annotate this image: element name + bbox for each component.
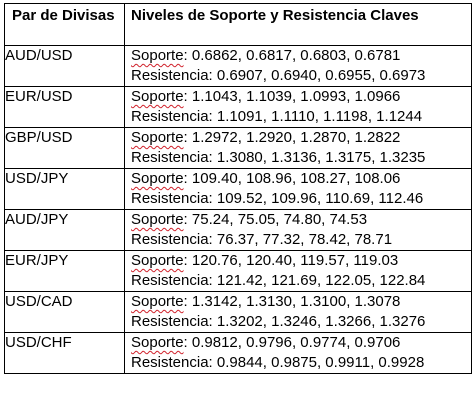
support-values: : 1.3142, 1.3130, 1.3100, 1.3078 bbox=[183, 293, 401, 310]
resistance-values: : 1.3080, 1.3136, 1.3175, 1.3235 bbox=[208, 149, 426, 166]
levels-cell: Soporte: 1.3142, 1.3130, 1.3100, 1.3078 … bbox=[124, 291, 472, 333]
resistance-line: Resistencia: 109.52, 109.96, 110.69, 112… bbox=[125, 189, 471, 209]
support-label: Soporte bbox=[131, 211, 184, 228]
support-label: Soporte bbox=[131, 334, 184, 351]
table-row: USD/CHF Soporte: 0.9812, 0.9796, 0.9774,… bbox=[4, 332, 472, 374]
support-label: Soporte bbox=[131, 293, 184, 310]
pair-cell: AUD/USD bbox=[4, 45, 125, 87]
resistance-label: Resistencia bbox=[131, 231, 209, 248]
resistance-line: Resistencia: 1.3080, 1.3136, 1.3175, 1.3… bbox=[125, 148, 471, 168]
support-line: Soporte: 1.3142, 1.3130, 1.3100, 1.3078 bbox=[125, 292, 471, 312]
support-label: Soporte bbox=[131, 88, 184, 105]
table-row: AUD/USD Soporte: 0.6862, 0.6817, 0.6803,… bbox=[4, 45, 472, 87]
resistance-label: Resistencia bbox=[131, 190, 209, 207]
table-header-row: Par de Divisas Niveles de Soporte y Resi… bbox=[4, 3, 472, 46]
resistance-line: Resistencia: 76.37, 77.32, 78.42, 78.71 bbox=[125, 230, 471, 250]
pair-cell: USD/CHF bbox=[4, 332, 125, 374]
levels-cell: Soporte: 1.2972, 1.2920, 1.2870, 1.2822 … bbox=[124, 127, 472, 169]
resistance-values: : 109.52, 109.96, 110.69, 112.46 bbox=[208, 190, 424, 207]
resistance-label: Resistencia bbox=[131, 354, 209, 371]
pair-cell: EUR/USD bbox=[4, 86, 125, 128]
column-header-levels-label: Niveles de Soporte y Resistencia Claves bbox=[131, 7, 419, 24]
support-line: Soporte: 120.76, 120.40, 119.57, 119.03 bbox=[125, 251, 471, 271]
pair-cell: EUR/JPY bbox=[4, 250, 125, 292]
resistance-line: Resistencia: 0.9844, 0.9875, 0.9911, 0.9… bbox=[125, 353, 471, 373]
pair-cell: USD/CAD bbox=[4, 291, 125, 333]
table-row: USD/JPY Soporte: 109.40, 108.96, 108.27,… bbox=[4, 168, 472, 210]
resistance-line: Resistencia: 1.3202, 1.3246, 1.3266, 1.3… bbox=[125, 312, 471, 332]
resistance-line: Resistencia: 1.1091, 1.1110, 1.1198, 1.1… bbox=[125, 107, 471, 127]
support-line: Soporte: 75.24, 75.05, 74.80, 74.53 bbox=[125, 210, 471, 230]
support-line: Soporte: 1.2972, 1.2920, 1.2870, 1.2822 bbox=[125, 128, 471, 148]
resistance-values: : 1.1091, 1.1110, 1.1198, 1.1244 bbox=[208, 108, 423, 125]
resistance-values: : 1.3202, 1.3246, 1.3266, 1.3276 bbox=[208, 313, 426, 330]
support-label: Soporte bbox=[131, 170, 184, 187]
table-row: USD/CAD Soporte: 1.3142, 1.3130, 1.3100,… bbox=[4, 291, 472, 333]
column-header-levels: Niveles de Soporte y Resistencia Claves bbox=[124, 3, 472, 46]
levels-cell: Soporte: 120.76, 120.40, 119.57, 119.03 … bbox=[124, 250, 472, 292]
support-line: Soporte: 1.1043, 1.1039, 1.0993, 1.0966 bbox=[125, 87, 471, 107]
resistance-values: : 76.37, 77.32, 78.42, 78.71 bbox=[208, 231, 393, 248]
resistance-label: Resistencia bbox=[131, 313, 209, 330]
levels-cell: Soporte: 0.6862, 0.6817, 0.6803, 0.6781 … bbox=[124, 45, 472, 87]
resistance-label: Resistencia bbox=[131, 108, 209, 125]
support-line: Soporte: 0.9812, 0.9796, 0.9774, 0.9706 bbox=[125, 333, 471, 353]
resistance-line: Resistencia: 121.42, 121.69, 122.05, 122… bbox=[125, 271, 471, 291]
support-values: : 0.9812, 0.9796, 0.9774, 0.9706 bbox=[183, 334, 401, 351]
pair-cell: AUD/JPY bbox=[4, 209, 125, 251]
resistance-values: : 0.9844, 0.9875, 0.9911, 0.9928 bbox=[208, 354, 425, 371]
resistance-label: Resistencia bbox=[131, 67, 209, 84]
support-values: : 120.76, 120.40, 119.57, 119.03 bbox=[183, 252, 399, 269]
table-row: EUR/JPY Soporte: 120.76, 120.40, 119.57,… bbox=[4, 250, 472, 292]
support-label: Soporte bbox=[131, 47, 184, 64]
column-header-pair-label: Par de Divisas bbox=[12, 7, 115, 24]
pair-cell: USD/JPY bbox=[4, 168, 125, 210]
column-header-pair: Par de Divisas bbox=[4, 3, 125, 46]
levels-cell: Soporte: 75.24, 75.05, 74.80, 74.53 Resi… bbox=[124, 209, 472, 251]
support-values: : 1.2972, 1.2920, 1.2870, 1.2822 bbox=[183, 129, 401, 146]
support-resistance-table: Par de Divisas Niveles de Soporte y Resi… bbox=[4, 3, 472, 374]
resistance-values: : 121.42, 121.69, 122.05, 122.84 bbox=[208, 272, 426, 289]
support-label: Soporte bbox=[131, 129, 184, 146]
resistance-line: Resistencia: 0.6907, 0.6940, 0.6955, 0.6… bbox=[125, 66, 471, 86]
levels-cell: Soporte: 0.9812, 0.9796, 0.9774, 0.9706 … bbox=[124, 332, 472, 374]
support-line: Soporte: 109.40, 108.96, 108.27, 108.06 bbox=[125, 169, 471, 189]
support-values: : 0.6862, 0.6817, 0.6803, 0.6781 bbox=[183, 47, 401, 64]
resistance-label: Resistencia bbox=[131, 149, 209, 166]
support-line: Soporte: 0.6862, 0.6817, 0.6803, 0.6781 bbox=[125, 46, 471, 66]
table-row: EUR/USD Soporte: 1.1043, 1.1039, 1.0993,… bbox=[4, 86, 472, 128]
support-values: : 109.40, 108.96, 108.27, 108.06 bbox=[183, 170, 401, 187]
support-values: : 75.24, 75.05, 74.80, 74.53 bbox=[183, 211, 368, 228]
table-row: AUD/JPY Soporte: 75.24, 75.05, 74.80, 74… bbox=[4, 209, 472, 251]
table-row: GBP/USD Soporte: 1.2972, 1.2920, 1.2870,… bbox=[4, 127, 472, 169]
levels-cell: Soporte: 109.40, 108.96, 108.27, 108.06 … bbox=[124, 168, 472, 210]
resistance-label: Resistencia bbox=[131, 272, 209, 289]
resistance-values: : 0.6907, 0.6940, 0.6955, 0.6973 bbox=[208, 67, 426, 84]
levels-cell: Soporte: 1.1043, 1.1039, 1.0993, 1.0966 … bbox=[124, 86, 472, 128]
support-label: Soporte bbox=[131, 252, 184, 269]
support-values: : 1.1043, 1.1039, 1.0993, 1.0966 bbox=[183, 88, 401, 105]
pair-cell: GBP/USD bbox=[4, 127, 125, 169]
